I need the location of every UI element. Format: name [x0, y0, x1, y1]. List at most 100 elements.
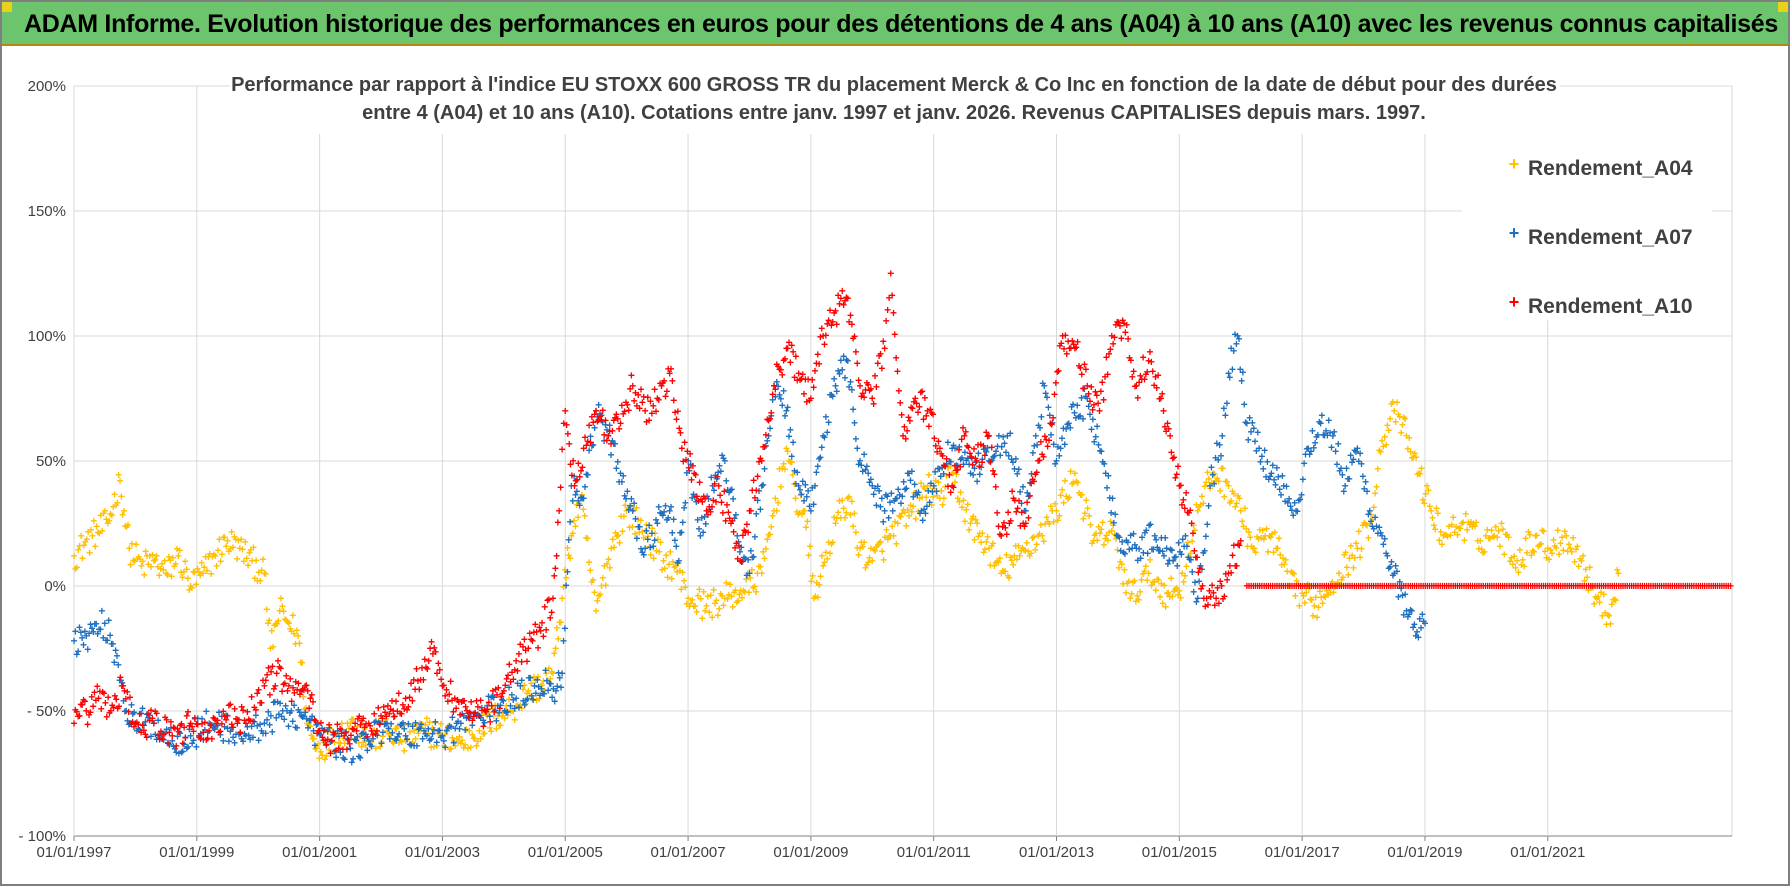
- data-point: +: [1189, 565, 1196, 579]
- data-point: +: [1522, 531, 1529, 545]
- data-point: +: [901, 505, 908, 519]
- data-point: +: [1434, 507, 1441, 521]
- data-point: +: [146, 549, 153, 563]
- data-point: +: [1130, 575, 1137, 589]
- data-point: +: [1125, 332, 1132, 346]
- data-point: +: [88, 622, 95, 636]
- data-point: +: [1246, 411, 1253, 425]
- data-point: +: [587, 430, 594, 444]
- data-point: +: [1006, 516, 1013, 530]
- data-point: +: [296, 688, 303, 702]
- data-point: +: [1652, 579, 1659, 593]
- data-point: +: [595, 398, 602, 412]
- data-point: +: [1583, 579, 1590, 593]
- data-point: +: [239, 542, 246, 556]
- data-point: +: [536, 620, 543, 634]
- data-point: +: [409, 694, 416, 708]
- data-point: +: [272, 617, 279, 631]
- data-point: +: [1100, 538, 1107, 552]
- data-point: +: [822, 545, 829, 559]
- data-point: +: [1264, 455, 1271, 469]
- data-point: +: [292, 720, 299, 734]
- data-point: +: [1070, 398, 1077, 412]
- data-point: +: [886, 291, 893, 305]
- data-point: +: [988, 441, 995, 455]
- data-point: +: [326, 743, 333, 757]
- data-point: +: [1043, 511, 1050, 525]
- data-point: +: [873, 499, 880, 513]
- data-point: +: [101, 687, 108, 701]
- data-point: +: [1039, 376, 1046, 390]
- data-point: +: [1269, 458, 1276, 472]
- data-point: +: [291, 627, 298, 641]
- data-point: +: [208, 567, 215, 581]
- data-point: +: [293, 721, 300, 735]
- data-point: +: [439, 679, 446, 693]
- data-point: +: [425, 654, 432, 668]
- data-point: +: [190, 565, 197, 579]
- data-point: +: [95, 692, 102, 706]
- data-point: +: [411, 739, 418, 753]
- data-point: +: [935, 475, 942, 489]
- data-point: +: [349, 722, 356, 736]
- data-point: +: [613, 408, 620, 422]
- data-point: +: [1054, 440, 1061, 454]
- data-point: +: [138, 559, 145, 573]
- data-point: +: [105, 614, 112, 628]
- data-point: +: [124, 714, 131, 728]
- data-point: +: [609, 533, 616, 547]
- data-point: +: [413, 718, 420, 732]
- data-point: +: [1084, 501, 1091, 515]
- data-point: +: [1013, 505, 1020, 519]
- data-point: +: [881, 504, 888, 518]
- data-point: +: [563, 571, 570, 585]
- data-point: +: [603, 423, 610, 437]
- data-point: +: [680, 574, 687, 588]
- data-point: +: [391, 709, 398, 723]
- data-point: +: [1184, 506, 1191, 520]
- data-point: +: [327, 747, 334, 761]
- data-point: +: [1150, 543, 1157, 557]
- data-point: +: [592, 404, 599, 418]
- data-point: +: [976, 526, 983, 540]
- data-point: +: [1337, 578, 1344, 592]
- data-point: +: [83, 704, 90, 718]
- data-point: +: [318, 721, 325, 735]
- data-point: +: [104, 517, 111, 531]
- data-point: +: [428, 732, 435, 746]
- data-point: +: [157, 724, 164, 738]
- data-point: +: [1263, 522, 1270, 536]
- data-point: +: [113, 649, 120, 663]
- data-point: +: [713, 594, 720, 608]
- data-point: +: [651, 383, 658, 397]
- data-point: +: [1215, 475, 1222, 489]
- data-point: +: [1554, 524, 1561, 538]
- data-point: +: [1351, 579, 1358, 593]
- data-point: +: [1403, 604, 1410, 618]
- data-point: +: [324, 724, 331, 738]
- data-point: +: [1482, 579, 1489, 593]
- data-point: +: [965, 441, 972, 455]
- data-point: +: [1358, 457, 1365, 471]
- data-point: +: [211, 712, 218, 726]
- data-point: +: [621, 404, 628, 418]
- data-point: +: [263, 713, 270, 727]
- data-point: +: [163, 713, 170, 727]
- data-point: +: [1256, 579, 1263, 593]
- data-point: +: [772, 390, 779, 404]
- data-point: +: [749, 483, 756, 497]
- data-point: +: [1194, 592, 1201, 606]
- data-point: +: [396, 736, 403, 750]
- data-point: +: [1226, 371, 1233, 385]
- data-point: +: [1179, 532, 1186, 546]
- data-point: +: [975, 530, 982, 544]
- data-point: +: [1641, 579, 1648, 593]
- data-point: +: [740, 584, 747, 598]
- data-point: +: [1339, 571, 1346, 585]
- data-point: +: [803, 395, 810, 409]
- data-point: +: [930, 408, 937, 422]
- data-point: +: [1233, 496, 1240, 510]
- data-point: +: [972, 455, 979, 469]
- data-point: +: [362, 738, 369, 752]
- data-point: +: [272, 679, 279, 693]
